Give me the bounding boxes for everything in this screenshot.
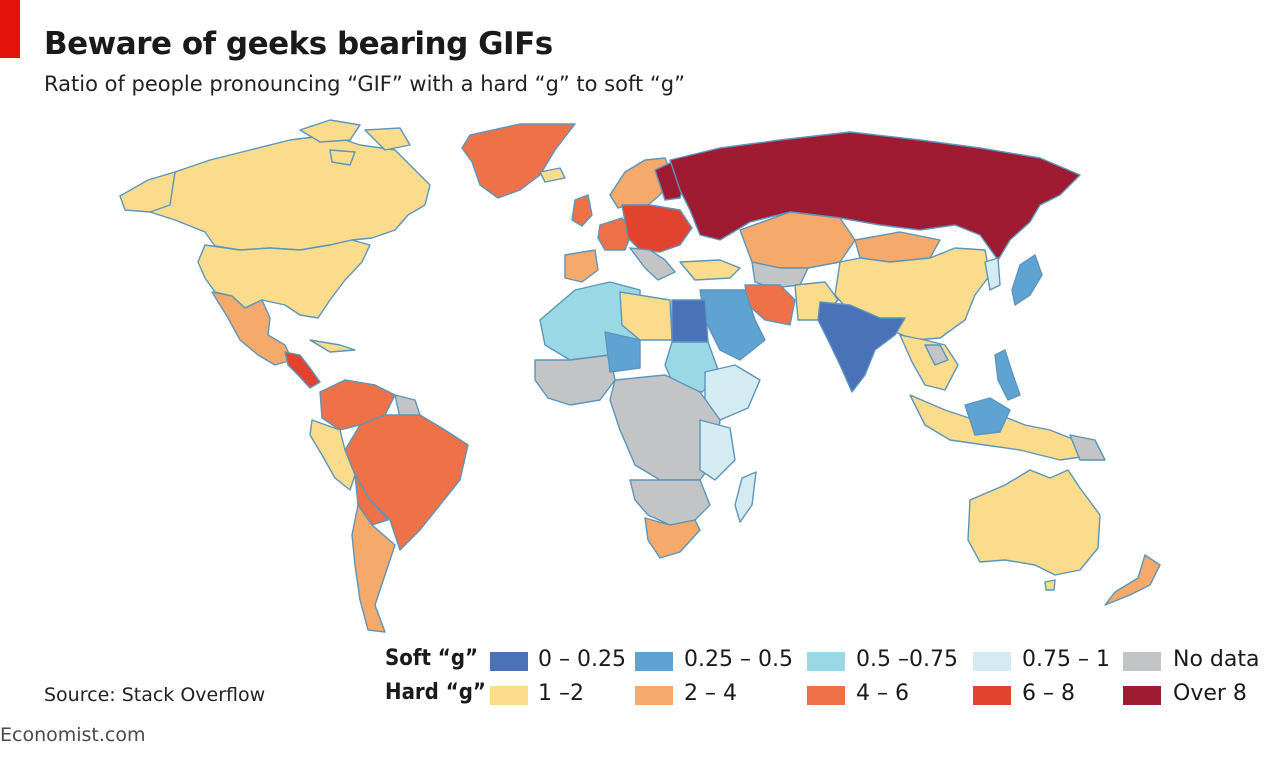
region-peru xyxy=(309,419,356,491)
region-libya xyxy=(619,291,673,341)
legend-label-hard-2: 4 – 6 xyxy=(856,681,909,706)
legend-soft-label: Soft “g” xyxy=(385,646,478,671)
legend-label-soft-0: 0 – 0.25 xyxy=(538,647,626,672)
region-new-zealand xyxy=(1104,554,1161,606)
chart-subtitle: Ratio of people pronouncing “GIF” with a… xyxy=(44,72,685,96)
region-uk xyxy=(571,194,593,227)
legend-swatch-hard-4 xyxy=(1123,686,1161,705)
region-turkey xyxy=(679,259,741,281)
region-southern-africa xyxy=(629,479,711,526)
region-nigeria xyxy=(604,331,641,373)
legend-label-soft-3: 0.75 – 1 xyxy=(1022,647,1110,672)
region-mongolia xyxy=(854,231,941,263)
legend-label-soft-2: 0.5 –0.75 xyxy=(856,647,958,672)
legend-swatch-hard-2 xyxy=(807,686,845,705)
source-note: Source: Stack Overflow xyxy=(44,684,266,706)
region-southeast-asia xyxy=(899,334,959,391)
legend-label-hard-3: 6 – 8 xyxy=(1022,681,1075,706)
legend-label-hard-0: 1 –2 xyxy=(538,681,584,706)
region-italy-balkans xyxy=(629,247,676,281)
legend-row-soft: Soft “g” 0 – 0.25 0.25 – 0.5 0.5 –0.75 0… xyxy=(385,646,1280,676)
legend-label-soft-1: 0.25 – 0.5 xyxy=(684,647,793,672)
region-argentina xyxy=(351,504,396,633)
legend-label-hard-4: Over 8 xyxy=(1173,681,1247,706)
legend-row-hard: Hard “g” 1 –2 2 – 4 4 – 6 6 – 8 Over 8 xyxy=(385,680,1280,710)
region-japan xyxy=(1011,254,1043,306)
region-india xyxy=(817,301,906,393)
region-borneo xyxy=(964,397,1011,436)
region-png xyxy=(1069,434,1106,461)
region-australia xyxy=(967,469,1101,576)
legend-swatch-soft-2 xyxy=(807,652,845,671)
legend-swatch-hard-1 xyxy=(635,686,673,705)
region-iberia xyxy=(564,249,599,283)
region-madagascar xyxy=(734,471,757,523)
region-canada-islands xyxy=(299,119,411,166)
legend-swatch-soft-3 xyxy=(973,652,1011,671)
legend-swatch-no-data xyxy=(1123,652,1161,671)
brand-red-tag xyxy=(0,0,20,58)
region-france xyxy=(597,217,633,251)
region-arabia xyxy=(699,289,766,361)
legend-swatch-hard-0 xyxy=(490,686,528,705)
region-iceland xyxy=(539,167,566,183)
region-tasmania xyxy=(1044,579,1056,591)
legend-label-no-data: No data xyxy=(1173,647,1260,672)
region-philippines xyxy=(994,349,1021,401)
legend-hard-label: Hard “g” xyxy=(385,680,486,705)
legend-swatch-soft-1 xyxy=(635,652,673,671)
region-korea xyxy=(984,257,1001,291)
region-alaska xyxy=(119,171,176,213)
legend-swatch-hard-3 xyxy=(973,686,1011,705)
region-east-africa xyxy=(699,419,736,481)
region-west-africa xyxy=(534,354,616,406)
region-canada xyxy=(147,134,431,251)
legend-label-hard-1: 2 – 4 xyxy=(684,681,737,706)
region-south-africa xyxy=(644,517,701,559)
chart-title: Beware of geeks bearing GIFs xyxy=(44,26,553,62)
region-central-europe xyxy=(621,204,693,253)
region-indochina xyxy=(924,344,949,366)
region-mexico xyxy=(211,291,293,366)
region-greenland xyxy=(461,123,576,199)
region-egypt xyxy=(671,299,709,343)
region-central-america xyxy=(284,351,321,389)
economist-brand: Economist.com xyxy=(0,724,146,746)
legend-swatch-soft-0 xyxy=(490,652,528,671)
region-cuba xyxy=(309,339,356,353)
